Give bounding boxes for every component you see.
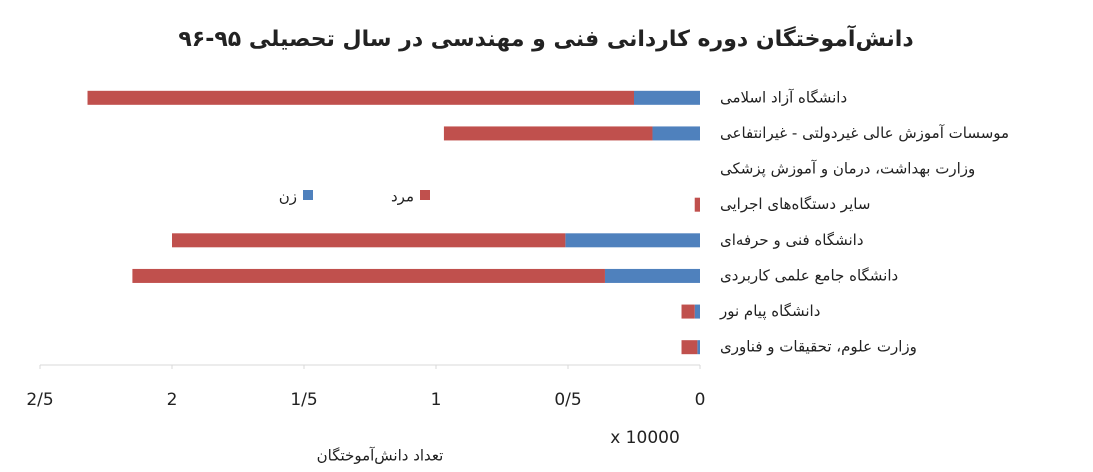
x-axis-title: تعداد دانش‌آموختگان bbox=[317, 447, 444, 465]
x-tick-label: 0 bbox=[695, 390, 706, 410]
legend-swatch bbox=[420, 190, 430, 200]
legend-label: زن bbox=[279, 188, 297, 206]
bar bbox=[694, 197, 700, 212]
x-tick-label: 1 bbox=[431, 390, 442, 410]
x-tick-label: 1/5 bbox=[290, 390, 317, 410]
y-tick-label: وزارت علوم، تحقیقات و فناوری bbox=[720, 338, 917, 356]
chart-title: دانش‌آموختگان دوره کاردانی فنی و مهندسی … bbox=[178, 24, 913, 52]
y-tick-label: سایر دستگاه‌های اجرایی bbox=[720, 195, 870, 213]
y-tick-label: وزارت بهداشت، درمان و آموزش پزشکی bbox=[720, 160, 975, 179]
bar bbox=[681, 340, 698, 355]
x-tick-label: 0/5 bbox=[554, 390, 581, 410]
x-tick-label: 2/5 bbox=[26, 390, 53, 410]
y-tick-label: دانشگاه پیام نور bbox=[719, 302, 820, 321]
legend-swatch bbox=[303, 190, 313, 200]
y-tick-label: دانشگاه فنی و حرفه‌ای bbox=[720, 231, 864, 249]
bar bbox=[565, 233, 700, 248]
bar bbox=[694, 304, 700, 319]
bar bbox=[652, 126, 700, 141]
x-tick-label: 2 bbox=[167, 390, 178, 410]
bar bbox=[697, 340, 700, 355]
bar bbox=[132, 268, 605, 283]
bar bbox=[634, 90, 700, 105]
bar bbox=[681, 304, 695, 319]
display-unit: x 10000 bbox=[610, 428, 680, 448]
bar bbox=[443, 126, 653, 141]
y-tick-label: دانشگاه جامع علمی کاربردی bbox=[720, 266, 898, 284]
bar bbox=[172, 233, 566, 248]
legend-label: مرد bbox=[391, 188, 414, 206]
y-tick-label: دانشگاه آزاد اسلامی bbox=[720, 88, 847, 106]
y-tick-label: موسسات آموزش عالی غیردولتی - غیرانتفاعی bbox=[720, 124, 1009, 142]
bar bbox=[87, 90, 634, 105]
bar bbox=[604, 268, 700, 283]
